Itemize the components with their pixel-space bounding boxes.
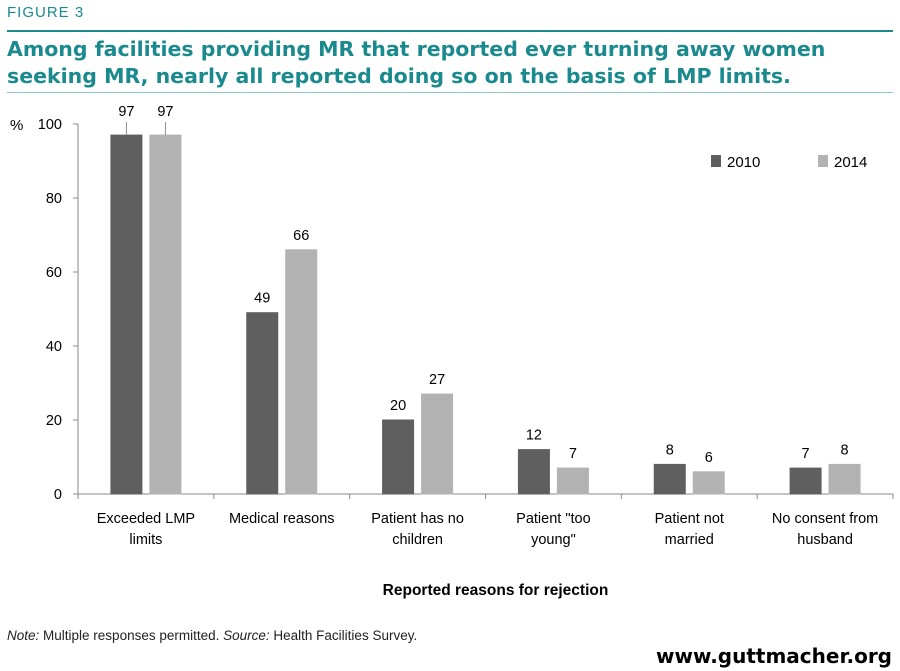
legend-label-2014: 2014	[834, 154, 867, 171]
bar-2010	[110, 134, 143, 495]
data-label: 49	[254, 291, 270, 307]
bar-2010	[382, 419, 415, 495]
bar-2010	[246, 312, 279, 495]
x-tick-label: husband	[797, 532, 853, 548]
x-tick-label: children	[392, 532, 443, 548]
bar-2014	[692, 471, 725, 495]
chart-title: Among facilities providing MR that repor…	[7, 37, 826, 88]
title-rule-bottom	[7, 92, 893, 93]
bar-2010	[653, 463, 686, 495]
y-tick-label: 60	[46, 265, 62, 281]
data-label: 20	[390, 398, 406, 414]
data-label: 27	[429, 372, 445, 388]
x-tick-label: Patient "too	[516, 511, 590, 527]
data-label: 8	[666, 442, 674, 458]
y-tick-label: 20	[46, 413, 62, 429]
x-axis-label: Reported reasons for rejection	[383, 582, 609, 599]
bar-2014	[828, 463, 861, 495]
x-tick-label: married	[665, 532, 714, 548]
data-label: 97	[157, 104, 173, 120]
x-tick-label: young"	[531, 532, 576, 548]
figure-label: FIGURE 3	[7, 4, 85, 21]
bar-2010	[517, 449, 550, 495]
data-label: 7	[802, 446, 810, 462]
y-tick-label: 0	[54, 487, 62, 503]
data-label: 7	[569, 446, 577, 462]
legend-swatch-2010	[711, 155, 721, 167]
bar-2010	[789, 467, 822, 495]
legend-swatch-2014	[818, 155, 828, 167]
data-label: 66	[293, 228, 309, 244]
data-label: 8	[841, 442, 849, 458]
source-text: Health Facilities Survey.	[269, 628, 418, 643]
source-label: Source:	[223, 628, 270, 643]
y-axis-label: %	[10, 117, 23, 134]
x-tick-label: Medical reasons	[229, 511, 335, 527]
x-tick-label: Patient has no	[371, 511, 464, 527]
bar-2014	[421, 393, 454, 495]
bar-2014	[149, 134, 182, 495]
data-label: 12	[526, 428, 542, 444]
y-tick-label: 100	[38, 117, 62, 133]
x-tick-label: Exceeded LMP	[97, 511, 195, 527]
y-tick-label: 40	[46, 339, 62, 355]
note-text: Multiple responses permitted.	[39, 628, 224, 643]
x-tick-label: limits	[129, 532, 162, 548]
x-tick-label: No consent from	[772, 511, 878, 527]
y-tick-label: 80	[46, 191, 62, 207]
note-label: Note:	[7, 628, 40, 643]
data-label: 6	[705, 450, 713, 466]
bar-chart: 0 20 40 60 80 100% 97 97 Exceeded LMP limits 49 66 M…	[10, 104, 894, 599]
x-tick-label: Patient not	[655, 511, 724, 527]
legend-label-2010: 2010	[727, 154, 760, 171]
bar-2014	[556, 467, 589, 495]
footnote: Note: Multiple responses permitted. Sour…	[7, 628, 417, 643]
title-rule-top	[7, 30, 893, 32]
website-url[interactable]: www.guttmacher.org	[656, 644, 892, 668]
data-label: 97	[118, 104, 134, 120]
bar-2014	[285, 249, 318, 495]
